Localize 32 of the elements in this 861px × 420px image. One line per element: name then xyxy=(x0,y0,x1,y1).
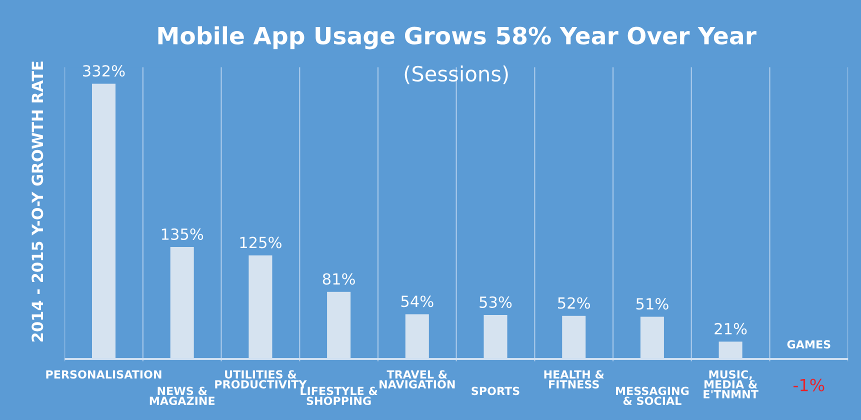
x-tick-label: UTILITIES & PRODUCTIVITY xyxy=(215,370,307,389)
x-tick-label: SPORTS xyxy=(472,386,520,396)
bar xyxy=(92,84,116,359)
data-label: 21% xyxy=(714,322,747,334)
bar xyxy=(484,315,508,359)
data-label: 51% xyxy=(636,298,668,310)
data-label: 54% xyxy=(401,296,434,308)
bar xyxy=(718,342,742,359)
bar xyxy=(327,292,351,359)
data-label: 135% xyxy=(162,228,204,240)
y-axis-title: 2014 - 2015 Y-O-Y GROWTH RATE xyxy=(32,62,44,342)
data-label: 53% xyxy=(480,296,512,308)
x-tick-label: PERSONALISATION xyxy=(46,370,162,379)
bar xyxy=(170,247,194,359)
bar xyxy=(405,314,429,359)
data-label: 52% xyxy=(558,297,590,309)
x-tick-label: TRAVEL & NAVIGATION xyxy=(380,370,455,389)
bar xyxy=(562,316,586,359)
data-label: 332% xyxy=(83,65,125,77)
data-label: 81% xyxy=(322,273,355,285)
chart-subtitle: (Sessions) xyxy=(404,66,508,84)
data-label: -1% xyxy=(794,378,824,392)
x-tick-label: NEWS & MAGAZINE xyxy=(150,386,215,406)
chart-title: Mobile App Usage Grows 58% Year Over Year xyxy=(158,26,756,50)
x-tick-label: GAMES xyxy=(787,340,830,349)
bar xyxy=(640,316,664,359)
x-tick-label: MESSAGING & SOCIAL xyxy=(616,386,689,406)
x-tick-label: LIFESTYLE & SHOPPING xyxy=(300,386,378,406)
x-tick-label: MUSIC, MEDIA & E'TNMNT xyxy=(704,370,758,398)
data-label: 125% xyxy=(240,236,282,248)
bar xyxy=(248,255,272,359)
x-tick-label: HEALTH & FITNESS xyxy=(544,370,604,389)
